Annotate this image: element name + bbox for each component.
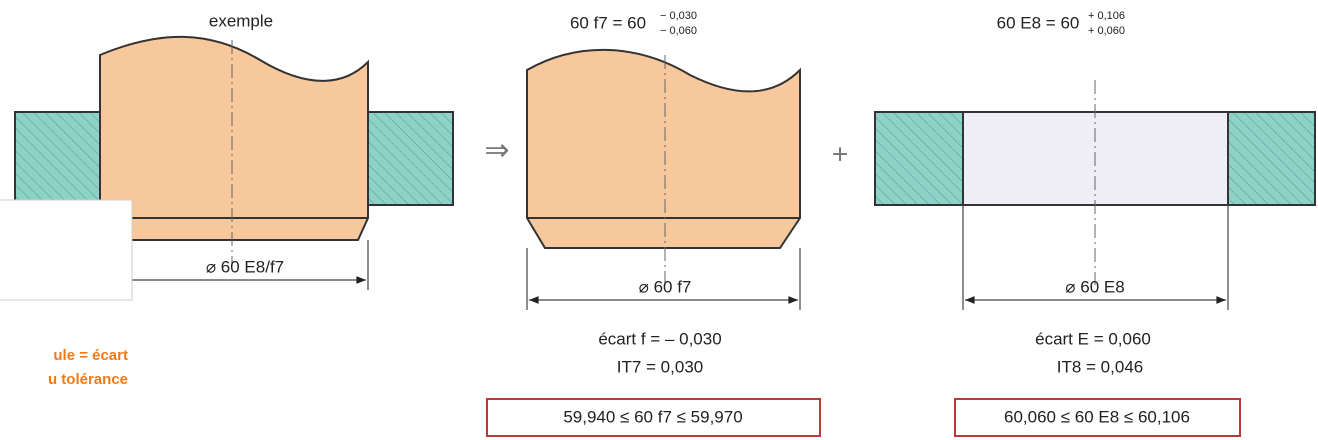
dimension: ⌀ 60 E8 — [1065, 277, 1124, 296]
side-note: u tolérance — [48, 371, 128, 388]
dimension: ⌀ 60 f7 — [639, 277, 692, 296]
bore-section — [14, 111, 101, 206]
designation: 60 E8 = 60 — [997, 13, 1080, 32]
caption: exemple — [209, 11, 273, 30]
tolerance-note: IT8 = 0,046 — [1057, 357, 1143, 376]
range-box — [486, 398, 821, 437]
overlay-panel — [0, 199, 133, 301]
bore-section — [1227, 111, 1316, 206]
example-assembly: exemple ⌀ 60 E8/f7 — [14, 11, 454, 290]
range: 59,940 ≤ 60 f7 ≤ 59,970 — [563, 407, 742, 426]
plus-sign: + — [832, 138, 848, 169]
range: 60,060 ≤ 60 E8 ≤ 60,106 — [1004, 407, 1190, 426]
tolerance-note: IT7 = 0,030 — [617, 357, 703, 376]
lower-deviation: − 0,060 — [660, 25, 697, 37]
shaft — [99, 35, 369, 241]
deviation-note: écart E = 0,060 — [1035, 329, 1151, 348]
upper-deviation: + 0,106 — [1088, 10, 1125, 22]
designation: 60 f7 = 60 — [570, 13, 646, 32]
bore-section — [874, 111, 964, 206]
deviation-note: écart f = – 0,030 — [598, 329, 721, 348]
bore-section — [367, 111, 454, 206]
bore-detail: 60 E8 = 60 + 0,106 + 0,060 ⌀ 60 E8 écart… — [874, 10, 1316, 437]
side-note: ule = écart — [53, 347, 128, 364]
range-box — [954, 398, 1241, 437]
shaft-detail: 60 f7 = 60 − 0,030 − 0,060 ⌀ 60 f7 écart… — [486, 10, 821, 437]
implies-arrow: ⇒ — [484, 134, 509, 167]
lower-deviation: + 0,060 — [1088, 25, 1125, 37]
dimension: ⌀ 60 E8/f7 — [206, 257, 284, 276]
upper-deviation: − 0,030 — [660, 10, 697, 22]
shaft — [526, 48, 801, 249]
